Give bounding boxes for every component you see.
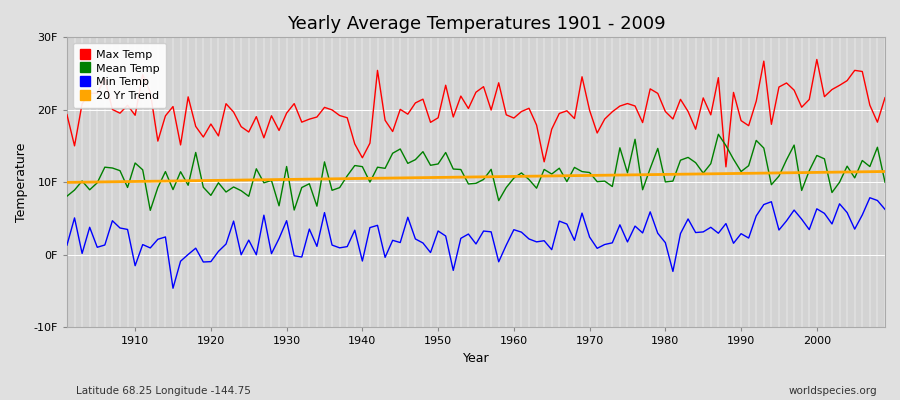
Text: Latitude 68.25 Longitude -144.75: Latitude 68.25 Longitude -144.75 (76, 386, 251, 396)
Y-axis label: Temperature: Temperature (15, 143, 28, 222)
Text: worldspecies.org: worldspecies.org (789, 386, 877, 396)
Legend: Max Temp, Mean Temp, Min Temp, 20 Yr Trend: Max Temp, Mean Temp, Min Temp, 20 Yr Tre… (73, 43, 166, 108)
X-axis label: Year: Year (463, 352, 490, 365)
Title: Yearly Average Temperatures 1901 - 2009: Yearly Average Temperatures 1901 - 2009 (287, 15, 665, 33)
